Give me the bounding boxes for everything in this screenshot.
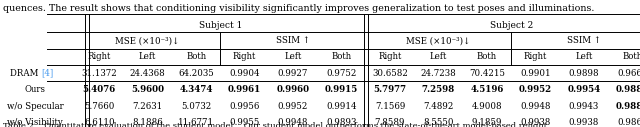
- Text: 0.9881: 0.9881: [616, 85, 640, 94]
- Text: quences. The result shows that conditioning visibility significantly improves ge: quences. The result shows that condition…: [3, 4, 595, 13]
- Text: 7.4892: 7.4892: [423, 102, 454, 110]
- Text: Left: Left: [284, 52, 301, 61]
- Text: Left: Left: [430, 52, 447, 61]
- Text: 0.9904: 0.9904: [229, 69, 260, 77]
- Text: 0.9960: 0.9960: [276, 85, 310, 94]
- Text: 4.3474: 4.3474: [179, 85, 213, 94]
- Text: 0.9943: 0.9943: [569, 102, 599, 110]
- Text: 0.9948: 0.9948: [278, 118, 308, 127]
- Text: 0.9952: 0.9952: [278, 102, 308, 110]
- Text: Left: Left: [139, 52, 156, 61]
- Text: 0.9927: 0.9927: [278, 69, 308, 77]
- Text: 0.9948: 0.9948: [520, 102, 550, 110]
- Text: 0.9881: 0.9881: [616, 102, 640, 110]
- Text: 0.9938: 0.9938: [520, 118, 550, 127]
- Text: 0.9862: 0.9862: [617, 118, 640, 127]
- Text: 0.9954: 0.9954: [567, 85, 600, 94]
- Text: MSE (×10⁻³)↓: MSE (×10⁻³)↓: [406, 36, 470, 45]
- Text: 8.1886: 8.1886: [132, 118, 163, 127]
- Text: 0.9901: 0.9901: [520, 69, 550, 77]
- Text: Both: Both: [477, 52, 497, 61]
- Text: SSIM ↑: SSIM ↑: [276, 36, 310, 45]
- Text: 4.9008: 4.9008: [472, 102, 502, 110]
- Text: 0.9955: 0.9955: [229, 118, 260, 127]
- Text: 0.9898: 0.9898: [568, 69, 599, 77]
- Text: Both: Both: [186, 52, 206, 61]
- Text: Left: Left: [575, 52, 593, 61]
- Text: 5.0732: 5.0732: [181, 102, 211, 110]
- Text: 24.4368: 24.4368: [130, 69, 166, 77]
- Text: [4]: [4]: [42, 69, 54, 77]
- Text: w/o Visibility: w/o Visibility: [7, 118, 63, 127]
- Text: 70.4215: 70.4215: [469, 69, 505, 77]
- Text: SSIM ↑: SSIM ↑: [567, 36, 601, 45]
- Text: 30.6582: 30.6582: [372, 69, 408, 77]
- Text: 7.2598: 7.2598: [422, 85, 455, 94]
- Text: 7.1569: 7.1569: [375, 102, 405, 110]
- Text: 0.9915: 0.9915: [325, 85, 358, 94]
- Text: Ours: Ours: [25, 85, 45, 94]
- Text: 5.7660: 5.7660: [84, 102, 115, 110]
- Text: 0.9956: 0.9956: [229, 102, 260, 110]
- Text: 8.5550: 8.5550: [423, 118, 454, 127]
- Text: DRAM: DRAM: [10, 69, 42, 77]
- Text: 4.5196: 4.5196: [470, 85, 504, 94]
- Text: Subject 2: Subject 2: [490, 21, 532, 30]
- Text: 0.9893: 0.9893: [326, 118, 356, 127]
- Text: 64.2035: 64.2035: [179, 69, 214, 77]
- Text: Table 2.   Quantitative evaluation of the student model.   Our student model out: Table 2. Quantitative evaluation of the …: [3, 122, 547, 127]
- Text: 7.2631: 7.2631: [132, 102, 163, 110]
- Text: 9.1859: 9.1859: [472, 118, 502, 127]
- Text: Subject 1: Subject 1: [198, 21, 242, 30]
- Text: w/o Specular: w/o Specular: [7, 102, 63, 110]
- Text: Right: Right: [88, 52, 111, 61]
- Text: Right: Right: [524, 52, 547, 61]
- Text: 0.9938: 0.9938: [569, 118, 599, 127]
- Text: 11.6771: 11.6771: [178, 118, 214, 127]
- Text: 0.9665: 0.9665: [617, 69, 640, 77]
- Text: Both: Both: [332, 52, 351, 61]
- Text: MSE (×10⁻³)↓: MSE (×10⁻³)↓: [115, 36, 180, 45]
- Text: 5.7977: 5.7977: [373, 85, 406, 94]
- Text: 7.8589: 7.8589: [375, 118, 405, 127]
- Text: 5.9600: 5.9600: [131, 85, 164, 94]
- Text: Both: Both: [622, 52, 640, 61]
- Text: 0.9961: 0.9961: [228, 85, 261, 94]
- Text: 0.9752: 0.9752: [326, 69, 356, 77]
- Text: Right: Right: [378, 52, 402, 61]
- Text: 6.6110: 6.6110: [84, 118, 115, 127]
- Text: 0.9914: 0.9914: [326, 102, 356, 110]
- Text: 24.7238: 24.7238: [420, 69, 456, 77]
- Text: 5.4076: 5.4076: [83, 85, 116, 94]
- Text: Right: Right: [233, 52, 256, 61]
- Text: 31.1372: 31.1372: [81, 69, 117, 77]
- Text: 0.9952: 0.9952: [519, 85, 552, 94]
